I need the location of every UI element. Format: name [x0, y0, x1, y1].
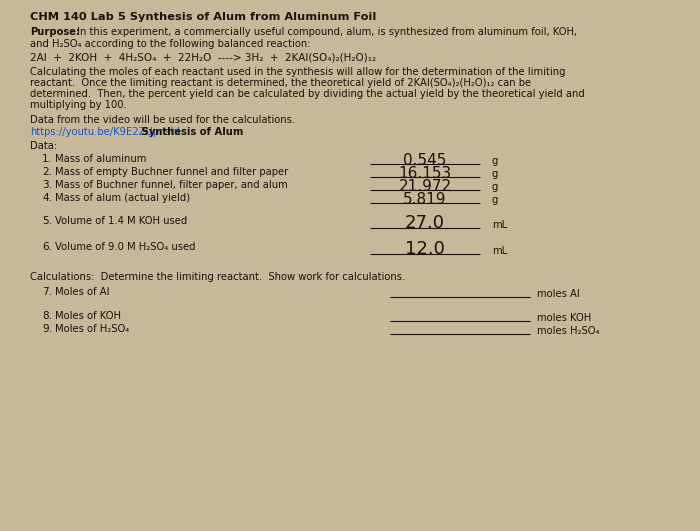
Text: 9.: 9. [42, 324, 52, 334]
Text: Moles of KOH: Moles of KOH [55, 311, 121, 321]
Text: 0.545: 0.545 [403, 153, 447, 168]
Text: 6.: 6. [42, 242, 52, 252]
Text: Calculating the moles of each reactant used in the synthesis will allow for the : Calculating the moles of each reactant u… [30, 67, 566, 77]
Text: 3.: 3. [42, 180, 52, 190]
Text: Data:: Data: [30, 141, 57, 151]
Text: Data from the video will be used for the calculations.: Data from the video will be used for the… [30, 115, 295, 125]
Text: g: g [492, 169, 498, 179]
Text: Mass of aluminum: Mass of aluminum [55, 154, 146, 164]
Text: 12.0: 12.0 [405, 240, 445, 258]
Text: Volume of 9.0 M H₂SO₄ used: Volume of 9.0 M H₂SO₄ used [55, 242, 195, 252]
Text: 27.0: 27.0 [405, 214, 445, 232]
Text: In this experiment, a commercially useful compound, alum, is synthesized from al: In this experiment, a commercially usefu… [74, 27, 577, 37]
Text: 5.819: 5.819 [403, 192, 447, 207]
Text: 7.: 7. [42, 287, 52, 297]
Text: https://youtu.be/K9E2ZUpnshl: https://youtu.be/K9E2ZUpnshl [30, 127, 180, 137]
Text: g: g [492, 182, 498, 192]
Text: moles KOH: moles KOH [537, 313, 592, 323]
Text: Purpose:: Purpose: [30, 27, 80, 37]
Text: Volume of 1.4 M KOH used: Volume of 1.4 M KOH used [55, 216, 188, 226]
Text: 1.: 1. [42, 154, 52, 164]
Text: Mass of alum (actual yield): Mass of alum (actual yield) [55, 193, 190, 203]
Text: moles H₂SO₄: moles H₂SO₄ [537, 326, 599, 336]
Text: reactant.  Once the limiting reactant is determined, the theoretical yield of 2K: reactant. Once the limiting reactant is … [30, 78, 531, 88]
Text: Mass of Buchner funnel, filter paper, and alum: Mass of Buchner funnel, filter paper, an… [55, 180, 288, 190]
Text: mL: mL [492, 220, 507, 230]
Text: Calculations:  Determine the limiting reactant.  Show work for calculations.: Calculations: Determine the limiting rea… [30, 272, 405, 282]
Text: Mass of empty Buchner funnel and filter paper: Mass of empty Buchner funnel and filter … [55, 167, 288, 177]
Text: 5.: 5. [42, 216, 52, 226]
Text: Moles of Al: Moles of Al [55, 287, 109, 297]
Text: 4.: 4. [42, 193, 52, 203]
Text: and H₂SO₄ according to the following balanced reaction:: and H₂SO₄ according to the following bal… [30, 39, 311, 49]
Text: 2.: 2. [42, 167, 52, 177]
Text: CHM 140 Lab 5 Synthesis of Alum from Aluminum Foil: CHM 140 Lab 5 Synthesis of Alum from Alu… [30, 12, 377, 22]
Text: 16.153: 16.153 [398, 166, 452, 181]
Text: determined.  Then, the percent yield can be calculated by dividing the actual yi: determined. Then, the percent yield can … [30, 89, 584, 99]
Text: Synthesis of Alum: Synthesis of Alum [138, 127, 243, 137]
Text: mL: mL [492, 246, 507, 256]
Text: 8.: 8. [42, 311, 52, 321]
Text: moles Al: moles Al [537, 289, 580, 299]
Text: 21.972: 21.972 [398, 179, 452, 194]
Text: 2Al  +  2KOH  +  4H₂SO₄  +  22H₂O  ----> 3H₂  +  2KAl(SO₄)₂(H₂O)₁₂: 2Al + 2KOH + 4H₂SO₄ + 22H₂O ----> 3H₂ + … [30, 53, 376, 63]
Text: multiplying by 100.: multiplying by 100. [30, 100, 127, 110]
Text: Moles of H₂SO₄: Moles of H₂SO₄ [55, 324, 130, 334]
Text: g: g [492, 195, 498, 205]
Text: g: g [492, 156, 498, 166]
